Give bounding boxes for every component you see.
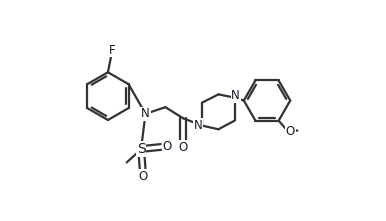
Text: N: N (193, 119, 202, 132)
Text: O: O (138, 170, 147, 183)
Text: O: O (178, 141, 188, 154)
Text: N: N (231, 90, 240, 102)
Text: O: O (162, 140, 171, 153)
Text: O: O (286, 125, 295, 138)
Text: N: N (141, 107, 150, 120)
Text: S: S (137, 142, 146, 156)
Text: F: F (109, 44, 116, 57)
